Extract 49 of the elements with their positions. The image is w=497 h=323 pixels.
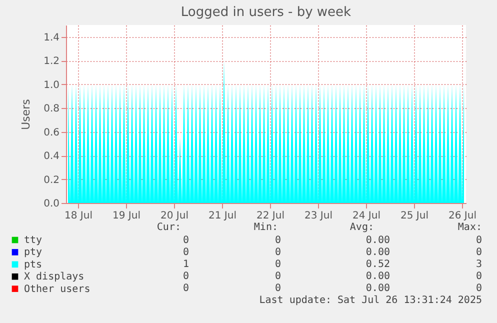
y-tick-label: 0.2 (44, 174, 60, 186)
legend-label: tty (24, 235, 42, 246)
text: 0 (274, 235, 281, 246)
text: 1 (182, 259, 189, 270)
text: 0 (182, 235, 189, 246)
y-axis-title: Users (20, 98, 33, 130)
text: 3 (476, 259, 482, 270)
text: 0 (274, 259, 281, 270)
text: 0.00 (366, 283, 390, 294)
x-tick-label: 20 Jul (160, 210, 188, 222)
y-tick-label: 0.4 (44, 151, 60, 162)
legend-label: Other users (24, 284, 90, 295)
text: 0 (476, 271, 482, 282)
text: 0.52 (366, 259, 390, 270)
legend-label: pts (24, 259, 42, 270)
text: 0 (476, 235, 482, 246)
x-tick-label: 19 Jul (112, 210, 140, 222)
legend-label: X displays (24, 272, 84, 283)
text: 0 (182, 271, 189, 282)
x-tick-label: 26 Jul (448, 210, 476, 222)
text: 0 (476, 247, 482, 258)
text: 0.00 (366, 235, 390, 246)
y-tick-label: 0.6 (44, 127, 60, 138)
x-tick-label: 22 Jul (256, 210, 284, 222)
x-tick-label: 25 Jul (400, 210, 428, 222)
text: 0 (182, 247, 189, 258)
text: Min: (254, 222, 278, 233)
text: 0.00 (366, 271, 390, 282)
text: Max: (458, 222, 482, 233)
chart-title: Logged in users - by week (180, 5, 352, 20)
y-tick-label: 1.4 (44, 32, 60, 44)
text: 0 (476, 283, 482, 294)
x-tick-label: 23 Jul (304, 210, 332, 222)
y-tick-label: 0.8 (44, 104, 60, 115)
text: 0.00 (366, 247, 390, 258)
x-tick-label: 21 Jul (208, 210, 236, 222)
x-tick-label: 18 Jul (64, 210, 92, 222)
text: Last update: Sat Jul 26 13:31:24 2025 (259, 295, 482, 306)
text: 0 (182, 283, 189, 294)
text: 0 (274, 271, 281, 282)
y-tick-label: 0.0 (44, 198, 60, 210)
text: 0 (274, 283, 281, 294)
y-tick-label: 1.0 (44, 80, 60, 91)
text: 0 (274, 247, 281, 258)
legend-label: pty (24, 247, 42, 258)
text: Cur: (156, 222, 181, 233)
y-tick-label: 1.2 (44, 56, 60, 68)
x-tick-label: 24 Jul (352, 210, 380, 222)
text: Avg: (350, 222, 374, 233)
